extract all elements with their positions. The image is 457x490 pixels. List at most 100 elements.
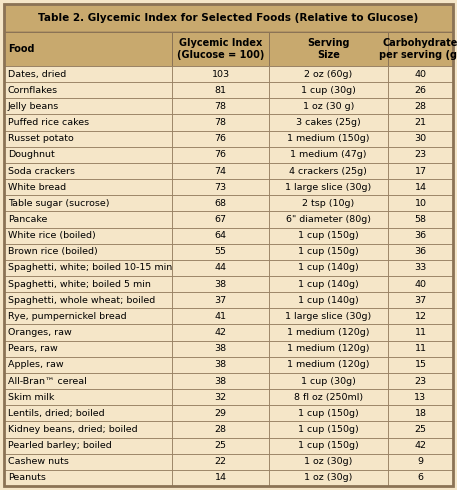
- Text: Apples, raw: Apples, raw: [8, 360, 64, 369]
- Bar: [4, 324, 172, 341]
- Text: Glycemic Index
(Glucose = 100): Glycemic Index (Glucose = 100): [177, 38, 264, 60]
- Bar: [388, 211, 453, 227]
- Text: Jelly beans: Jelly beans: [8, 102, 59, 111]
- Text: 40: 40: [414, 70, 426, 78]
- Bar: [388, 292, 453, 308]
- Bar: [269, 32, 388, 66]
- Text: 76: 76: [215, 134, 227, 143]
- Bar: [4, 66, 172, 82]
- Bar: [172, 373, 269, 389]
- Bar: [172, 227, 269, 244]
- Text: Soda crackers: Soda crackers: [8, 167, 75, 175]
- Text: 29: 29: [215, 409, 227, 418]
- Bar: [269, 454, 388, 470]
- Text: 1 medium (47g): 1 medium (47g): [290, 150, 367, 159]
- Bar: [172, 454, 269, 470]
- Text: 25: 25: [215, 441, 227, 450]
- Text: White rice (boiled): White rice (boiled): [8, 231, 96, 240]
- Bar: [172, 357, 269, 373]
- Bar: [172, 163, 269, 179]
- Bar: [388, 227, 453, 244]
- Text: 18: 18: [414, 409, 426, 418]
- Bar: [172, 260, 269, 276]
- Bar: [172, 115, 269, 131]
- Bar: [269, 389, 388, 405]
- Text: 36: 36: [414, 231, 426, 240]
- Text: 1 cup (150g): 1 cup (150g): [298, 441, 359, 450]
- Bar: [269, 357, 388, 373]
- Bar: [4, 179, 172, 195]
- Bar: [269, 163, 388, 179]
- Text: 11: 11: [414, 344, 426, 353]
- Text: Pearled barley; boiled: Pearled barley; boiled: [8, 441, 112, 450]
- Bar: [172, 131, 269, 147]
- Text: 1 large slice (30g): 1 large slice (30g): [285, 183, 372, 192]
- Bar: [172, 98, 269, 115]
- Bar: [172, 32, 269, 66]
- Bar: [269, 308, 388, 324]
- Bar: [4, 163, 172, 179]
- Bar: [388, 454, 453, 470]
- Bar: [269, 405, 388, 421]
- Text: 44: 44: [215, 264, 227, 272]
- Text: 1 cup (150g): 1 cup (150g): [298, 409, 359, 418]
- Bar: [4, 32, 453, 66]
- Bar: [269, 324, 388, 341]
- Bar: [4, 147, 172, 163]
- Text: Peanuts: Peanuts: [8, 473, 46, 483]
- Bar: [4, 195, 172, 211]
- Bar: [172, 179, 269, 195]
- Text: 3 cakes (25g): 3 cakes (25g): [296, 118, 361, 127]
- Bar: [388, 179, 453, 195]
- Bar: [172, 147, 269, 163]
- Bar: [172, 421, 269, 438]
- Text: 6" diameter (80g): 6" diameter (80g): [286, 215, 371, 224]
- Text: All-Bran™ cereal: All-Bran™ cereal: [8, 376, 87, 386]
- Bar: [388, 66, 453, 82]
- Text: Rye, pumpernickel bread: Rye, pumpernickel bread: [8, 312, 127, 321]
- Text: Russet potato: Russet potato: [8, 134, 74, 143]
- Bar: [388, 405, 453, 421]
- Bar: [269, 82, 388, 98]
- Text: 38: 38: [215, 280, 227, 289]
- Text: 73: 73: [215, 183, 227, 192]
- Bar: [388, 131, 453, 147]
- Bar: [269, 260, 388, 276]
- Bar: [269, 131, 388, 147]
- Text: 78: 78: [215, 102, 227, 111]
- Bar: [269, 227, 388, 244]
- Text: 33: 33: [414, 264, 426, 272]
- Text: 38: 38: [215, 344, 227, 353]
- Bar: [4, 276, 172, 292]
- Text: Kidney beans, dried; boiled: Kidney beans, dried; boiled: [8, 425, 138, 434]
- Text: 1 medium (120g): 1 medium (120g): [287, 344, 370, 353]
- Bar: [4, 227, 172, 244]
- Text: Spaghetti, white; boiled 5 min: Spaghetti, white; boiled 5 min: [8, 280, 151, 289]
- Text: 12: 12: [414, 312, 426, 321]
- Text: Oranges, raw: Oranges, raw: [8, 328, 72, 337]
- Bar: [388, 341, 453, 357]
- Bar: [172, 66, 269, 82]
- Bar: [269, 98, 388, 115]
- Text: 13: 13: [414, 392, 426, 402]
- Bar: [388, 244, 453, 260]
- Bar: [388, 163, 453, 179]
- Text: Cashew nuts: Cashew nuts: [8, 457, 69, 466]
- Bar: [172, 438, 269, 454]
- Bar: [388, 82, 453, 98]
- Bar: [388, 308, 453, 324]
- Text: 4 crackers (25g): 4 crackers (25g): [289, 167, 367, 175]
- Text: 1 medium (120g): 1 medium (120g): [287, 360, 370, 369]
- Text: 15: 15: [414, 360, 426, 369]
- Bar: [269, 147, 388, 163]
- Bar: [388, 324, 453, 341]
- Bar: [172, 292, 269, 308]
- Text: Spaghetti, whole wheat; boiled: Spaghetti, whole wheat; boiled: [8, 296, 155, 305]
- Bar: [269, 179, 388, 195]
- Text: 1 cup (140g): 1 cup (140g): [298, 264, 359, 272]
- Bar: [269, 438, 388, 454]
- Text: 26: 26: [414, 86, 426, 95]
- Text: 1 medium (120g): 1 medium (120g): [287, 328, 370, 337]
- Text: 25: 25: [414, 425, 426, 434]
- Text: Table 2. Glycemic Index for Selected Foods (Relative to Glucose): Table 2. Glycemic Index for Selected Foo…: [38, 13, 419, 23]
